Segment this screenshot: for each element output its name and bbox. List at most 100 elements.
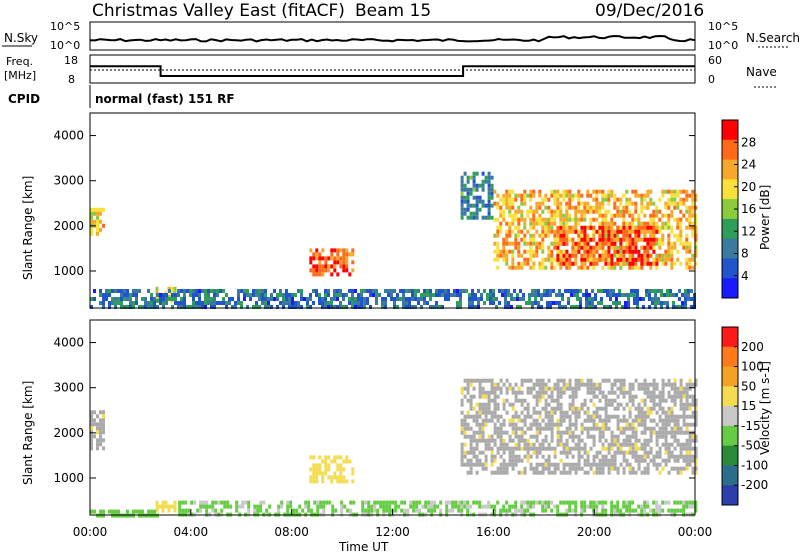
heatmap-cell	[459, 301, 462, 305]
heatmap-cell	[621, 305, 624, 309]
heatmap-cell	[565, 430, 569, 435]
heatmap-cell	[631, 402, 635, 407]
heatmap-cell	[466, 390, 470, 395]
heatmap-cell	[171, 293, 174, 297]
heatmap-cell	[487, 398, 491, 403]
heatmap-cell	[628, 414, 632, 419]
heatmap-cell	[610, 213, 614, 218]
heatmap-cell	[640, 430, 644, 435]
heatmap-cell	[649, 434, 653, 439]
heatmap-cell	[660, 289, 663, 293]
heatmap-cell	[312, 256, 316, 261]
heatmap-cell	[487, 187, 491, 192]
heatmap-cell	[490, 450, 494, 455]
heatmap-cell	[132, 513, 135, 518]
heatmap-cell	[348, 459, 352, 464]
heatmap-cell	[345, 256, 349, 261]
heatmap-cell	[474, 305, 477, 309]
heatmap-cell	[496, 201, 500, 206]
heatmap-cell	[105, 293, 108, 297]
heatmap-cell	[354, 301, 357, 305]
heatmap-cell	[676, 237, 680, 242]
heatmap-cell	[468, 305, 471, 309]
heatmap-cell	[315, 479, 319, 484]
heatmap-cell	[517, 217, 521, 222]
heatmap-cell	[553, 470, 557, 475]
heatmap-cell	[619, 402, 623, 407]
heatmap-cell	[592, 253, 596, 258]
colorbar-tick-label: 28	[741, 135, 756, 149]
heatmap-cell	[517, 418, 521, 423]
heatmap-cell	[556, 245, 560, 250]
heatmap-cell	[676, 394, 680, 399]
heatmap-cell	[625, 438, 629, 443]
heatmap-cell	[517, 434, 521, 439]
heatmap-cell	[574, 406, 578, 411]
heatmap-cell	[583, 450, 587, 455]
heatmap-cell	[583, 237, 587, 242]
heatmap-cell	[546, 301, 549, 305]
heatmap-cell	[481, 378, 485, 383]
heatmap-cell	[161, 504, 165, 509]
heatmap-cell	[499, 225, 503, 230]
heatmap-cell	[487, 410, 491, 415]
heatmap-cell	[117, 301, 120, 305]
heatmap-cell	[345, 252, 349, 257]
heatmap-cell	[619, 450, 623, 455]
heatmap-cell	[655, 225, 659, 230]
heatmap-cell	[315, 264, 319, 269]
heatmap-cell	[520, 229, 524, 234]
heatmap-cell	[673, 458, 677, 463]
heatmap-cell	[631, 265, 635, 270]
heatmap-cell	[565, 233, 569, 238]
heatmap-cell	[319, 504, 323, 509]
heatmap-cell	[673, 193, 677, 198]
heatmap-cell	[658, 209, 662, 214]
heatmap-cell	[526, 504, 530, 509]
heatmap-cell	[535, 470, 539, 475]
heatmap-cell	[528, 301, 531, 305]
heatmap-cell	[357, 301, 360, 305]
heatmap-cell	[526, 257, 530, 262]
heatmap-cell	[507, 293, 510, 297]
heatmap-cell	[481, 418, 485, 423]
heatmap-cell	[499, 229, 503, 234]
heatmap-cell	[592, 402, 596, 407]
heatmap-cell	[339, 479, 343, 484]
heatmap-cell	[694, 508, 698, 513]
heatmap-cell	[315, 293, 318, 297]
heatmap-cell	[150, 305, 153, 309]
heatmap-cell	[505, 189, 509, 194]
heatmap-cell	[93, 509, 96, 514]
heatmap-cell	[556, 249, 560, 254]
heatmap-cell	[541, 201, 545, 206]
heatmap-cell	[580, 466, 584, 471]
heatmap-cell	[619, 508, 623, 513]
heatmap-cell	[652, 245, 656, 250]
heatmap-cell	[334, 508, 338, 513]
heatmap-cell	[562, 261, 566, 266]
heatmap-cell	[594, 293, 597, 297]
heatmap-cell	[540, 305, 543, 309]
heatmap-cell	[607, 249, 611, 254]
heatmap-cell	[520, 265, 524, 270]
heatmap-cell	[192, 301, 195, 305]
heatmap-cell	[538, 446, 542, 451]
heatmap-cell	[583, 410, 587, 415]
heatmap-cell	[517, 209, 521, 214]
heatmap-cell	[210, 297, 213, 301]
heatmap-cell	[258, 293, 261, 297]
heatmap-cell	[676, 430, 680, 435]
heatmap-cell	[493, 406, 497, 411]
heatmap-cell	[451, 504, 455, 509]
heatmap-cell	[277, 508, 281, 513]
heatmap-cell	[616, 197, 620, 202]
heatmap-cell	[568, 261, 572, 266]
heatmap-cell	[583, 201, 587, 206]
heatmap-cell	[664, 225, 668, 230]
heatmap-cell	[568, 253, 572, 258]
heatmap-cell	[634, 470, 638, 475]
heatmap-cell	[646, 245, 650, 250]
heatmap-cell	[460, 195, 464, 200]
heatmap-cell	[529, 426, 533, 431]
